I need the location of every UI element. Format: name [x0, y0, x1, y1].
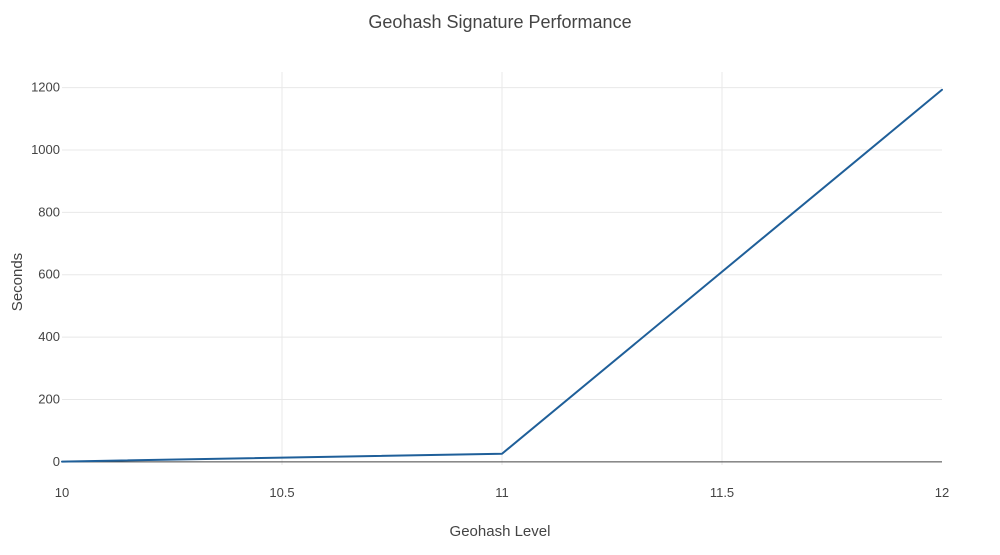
- x-axis-title: Geohash Level: [450, 523, 551, 540]
- y-tick-labels: 0 200 400 600 800 1000 1200: [31, 80, 60, 469]
- y-tick-label: 600: [38, 267, 60, 282]
- chart-title: Geohash Signature Performance: [368, 12, 631, 32]
- y-axis-title: Seconds: [9, 253, 26, 311]
- x-tick-labels: 10 10.5 11 11.5 12: [55, 485, 949, 500]
- x-tick-label: 10.5: [269, 485, 294, 500]
- x-tick-label: 12: [935, 485, 949, 500]
- x-gridlines: [282, 72, 722, 465]
- y-tick-label: 400: [38, 329, 60, 344]
- x-tick-label: 10: [55, 485, 69, 500]
- x-tick-label: 11.5: [710, 485, 734, 500]
- x-tick-label: 11: [495, 485, 509, 500]
- y-tick-label: 0: [53, 454, 60, 469]
- y-tick-label: 800: [38, 204, 60, 219]
- y-tick-label: 200: [38, 392, 60, 407]
- y-tick-label: 1000: [31, 142, 60, 157]
- y-tick-label: 1200: [31, 80, 60, 95]
